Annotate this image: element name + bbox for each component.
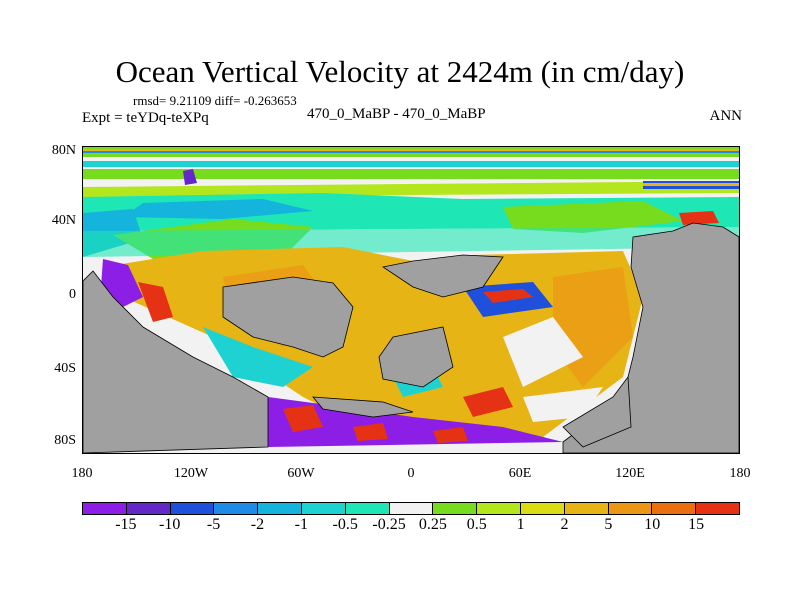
north-purple-spot bbox=[183, 169, 197, 185]
arctic-band-orange bbox=[83, 149, 739, 152]
colorbar-box-8 bbox=[433, 503, 478, 514]
land-central-north bbox=[381, 254, 504, 298]
colorbar-box-0 bbox=[83, 503, 127, 514]
arctic-band-blue bbox=[83, 151, 739, 153]
lat-label-40s: 40S bbox=[54, 361, 76, 376]
colorbar-label: 15 bbox=[688, 516, 705, 533]
lon-label-180e: 180 bbox=[729, 466, 751, 481]
colorbar-box-11 bbox=[564, 503, 609, 514]
colorbar-label: -1 bbox=[294, 516, 308, 533]
land-south-strip bbox=[312, 396, 414, 418]
lon-label-120e: 120E bbox=[615, 466, 645, 481]
lon-label-60w: 60W bbox=[287, 466, 315, 481]
colorbar-label: 2 bbox=[560, 516, 569, 533]
land-southeast bbox=[562, 375, 632, 448]
colorbar-box-3 bbox=[214, 503, 259, 514]
colorbar-box-10 bbox=[520, 503, 565, 514]
white-feature-1 bbox=[503, 317, 583, 387]
lat-label-40n: 40N bbox=[51, 213, 76, 228]
lat-label-80n: 80N bbox=[51, 143, 76, 158]
colorbar-label: -10 bbox=[159, 516, 181, 533]
colorbar-box-13 bbox=[652, 503, 697, 514]
south-red-4 bbox=[463, 387, 513, 417]
land-central-continent bbox=[222, 276, 354, 358]
plot-title: Ocean Vertical Velocity at 2424m (in cm/… bbox=[115, 54, 685, 89]
land-east-continent bbox=[562, 222, 739, 453]
south-red-3 bbox=[433, 427, 468, 443]
colorbar-label: -15 bbox=[115, 516, 137, 533]
cyan-feature-1 bbox=[203, 327, 313, 387]
map-svg bbox=[83, 147, 739, 453]
colorbar-label: -0.25 bbox=[372, 516, 406, 533]
lon-label-180w: 180 bbox=[71, 466, 93, 481]
colorbar-label: 1 bbox=[516, 516, 525, 533]
colorbar-label: 5 bbox=[604, 516, 613, 533]
colorbar-box-5 bbox=[301, 503, 346, 514]
colorbar-label: -5 bbox=[206, 516, 221, 533]
colorbar-label: -2 bbox=[250, 516, 265, 533]
south-red-1 bbox=[283, 405, 323, 432]
land-central-south bbox=[378, 326, 454, 388]
north-band-green bbox=[83, 169, 739, 179]
land-southwest bbox=[83, 270, 269, 453]
season-label: ANN bbox=[709, 108, 743, 124]
north-band-orange bbox=[643, 183, 739, 186]
colorbar-label: 0.5 bbox=[466, 516, 487, 533]
colorbar-box-2 bbox=[170, 503, 215, 514]
colorbar-box-7 bbox=[389, 503, 434, 514]
colorbar-box-12 bbox=[608, 503, 653, 514]
lon-label-0: 0 bbox=[407, 466, 415, 481]
colorbar-box-6 bbox=[345, 503, 390, 514]
lon-label-60e: 60E bbox=[508, 466, 532, 481]
midlat-cyan-patch bbox=[123, 199, 313, 219]
lon-label-120w: 120W bbox=[173, 466, 209, 481]
velocity-map bbox=[82, 146, 740, 454]
colorbar-label: 10 bbox=[644, 516, 661, 533]
east-green bbox=[503, 201, 683, 233]
north-band-cyan bbox=[83, 161, 739, 167]
lat-label-80s: 80S bbox=[54, 433, 76, 448]
midlat-teal-2 bbox=[83, 227, 739, 257]
north-band-yellow bbox=[83, 181, 739, 197]
rmsd-diff-stats: rmsd= 9.21109 diff= -0.263653 bbox=[133, 93, 297, 108]
colorbar-box-9 bbox=[477, 503, 521, 514]
colorbar-box-1 bbox=[126, 503, 171, 514]
colorbar-box-14 bbox=[696, 503, 739, 514]
colorbar-box-4 bbox=[258, 503, 302, 514]
lat-label-0: 0 bbox=[69, 287, 76, 302]
colorbar bbox=[82, 502, 740, 515]
north-east-red bbox=[679, 211, 719, 225]
south-red-2 bbox=[353, 423, 388, 441]
colorbar-label: -0.5 bbox=[332, 516, 358, 533]
experiment-label: Expt = teYDq-teXPq bbox=[82, 110, 209, 126]
colorbar-label: 0.25 bbox=[418, 516, 447, 533]
white-feature-2 bbox=[523, 387, 603, 422]
west-red bbox=[138, 282, 173, 322]
case-label: 470_0_MaBP - 470_0_MaBP bbox=[307, 106, 486, 122]
red-feature-1 bbox=[483, 289, 533, 303]
